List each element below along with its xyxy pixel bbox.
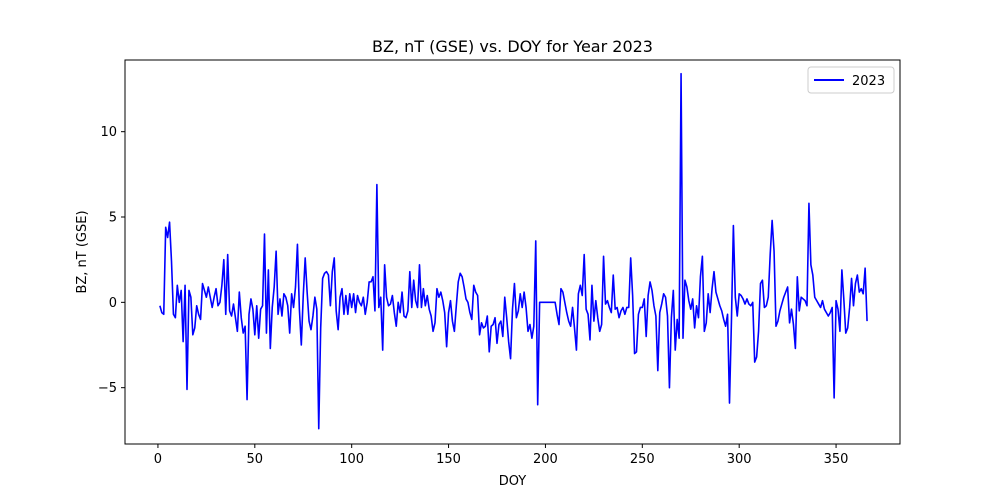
x-tick-label: 50 <box>247 452 264 467</box>
legend-label: 2023 <box>852 74 885 89</box>
plot-area: 0 50 100 150 200 250 300 350 −5 0 5 10 <box>98 59 901 467</box>
x-axis: 0 50 100 150 200 250 300 350 <box>154 444 849 467</box>
x-tick-label: 150 <box>436 452 461 467</box>
x-tick-label: 200 <box>533 452 558 467</box>
x-tick-label: 250 <box>630 452 655 467</box>
y-tick-label: −5 <box>98 381 117 396</box>
series-line-2023 <box>159 72 868 430</box>
x-tick-label: 0 <box>154 452 162 467</box>
x-tick-label: 300 <box>727 452 752 467</box>
x-tick-label: 100 <box>339 452 364 467</box>
series-layer <box>159 72 868 430</box>
y-axis-label: BZ, nT (GSE) <box>75 210 90 293</box>
legend-box <box>807 66 895 94</box>
chart-title: BZ, nT (GSE) vs. DOY for Year 2023 <box>372 37 653 56</box>
y-tick-label: 5 <box>109 211 117 226</box>
y-axis: −5 0 5 10 <box>98 125 125 396</box>
legend: 2023 <box>807 66 895 94</box>
plot-frame <box>124 59 901 445</box>
x-tick-label: 350 <box>824 452 849 467</box>
y-tick-label: 0 <box>109 296 117 311</box>
x-axis-label: DOY <box>499 474 527 489</box>
y-tick-label: 10 <box>100 125 117 140</box>
